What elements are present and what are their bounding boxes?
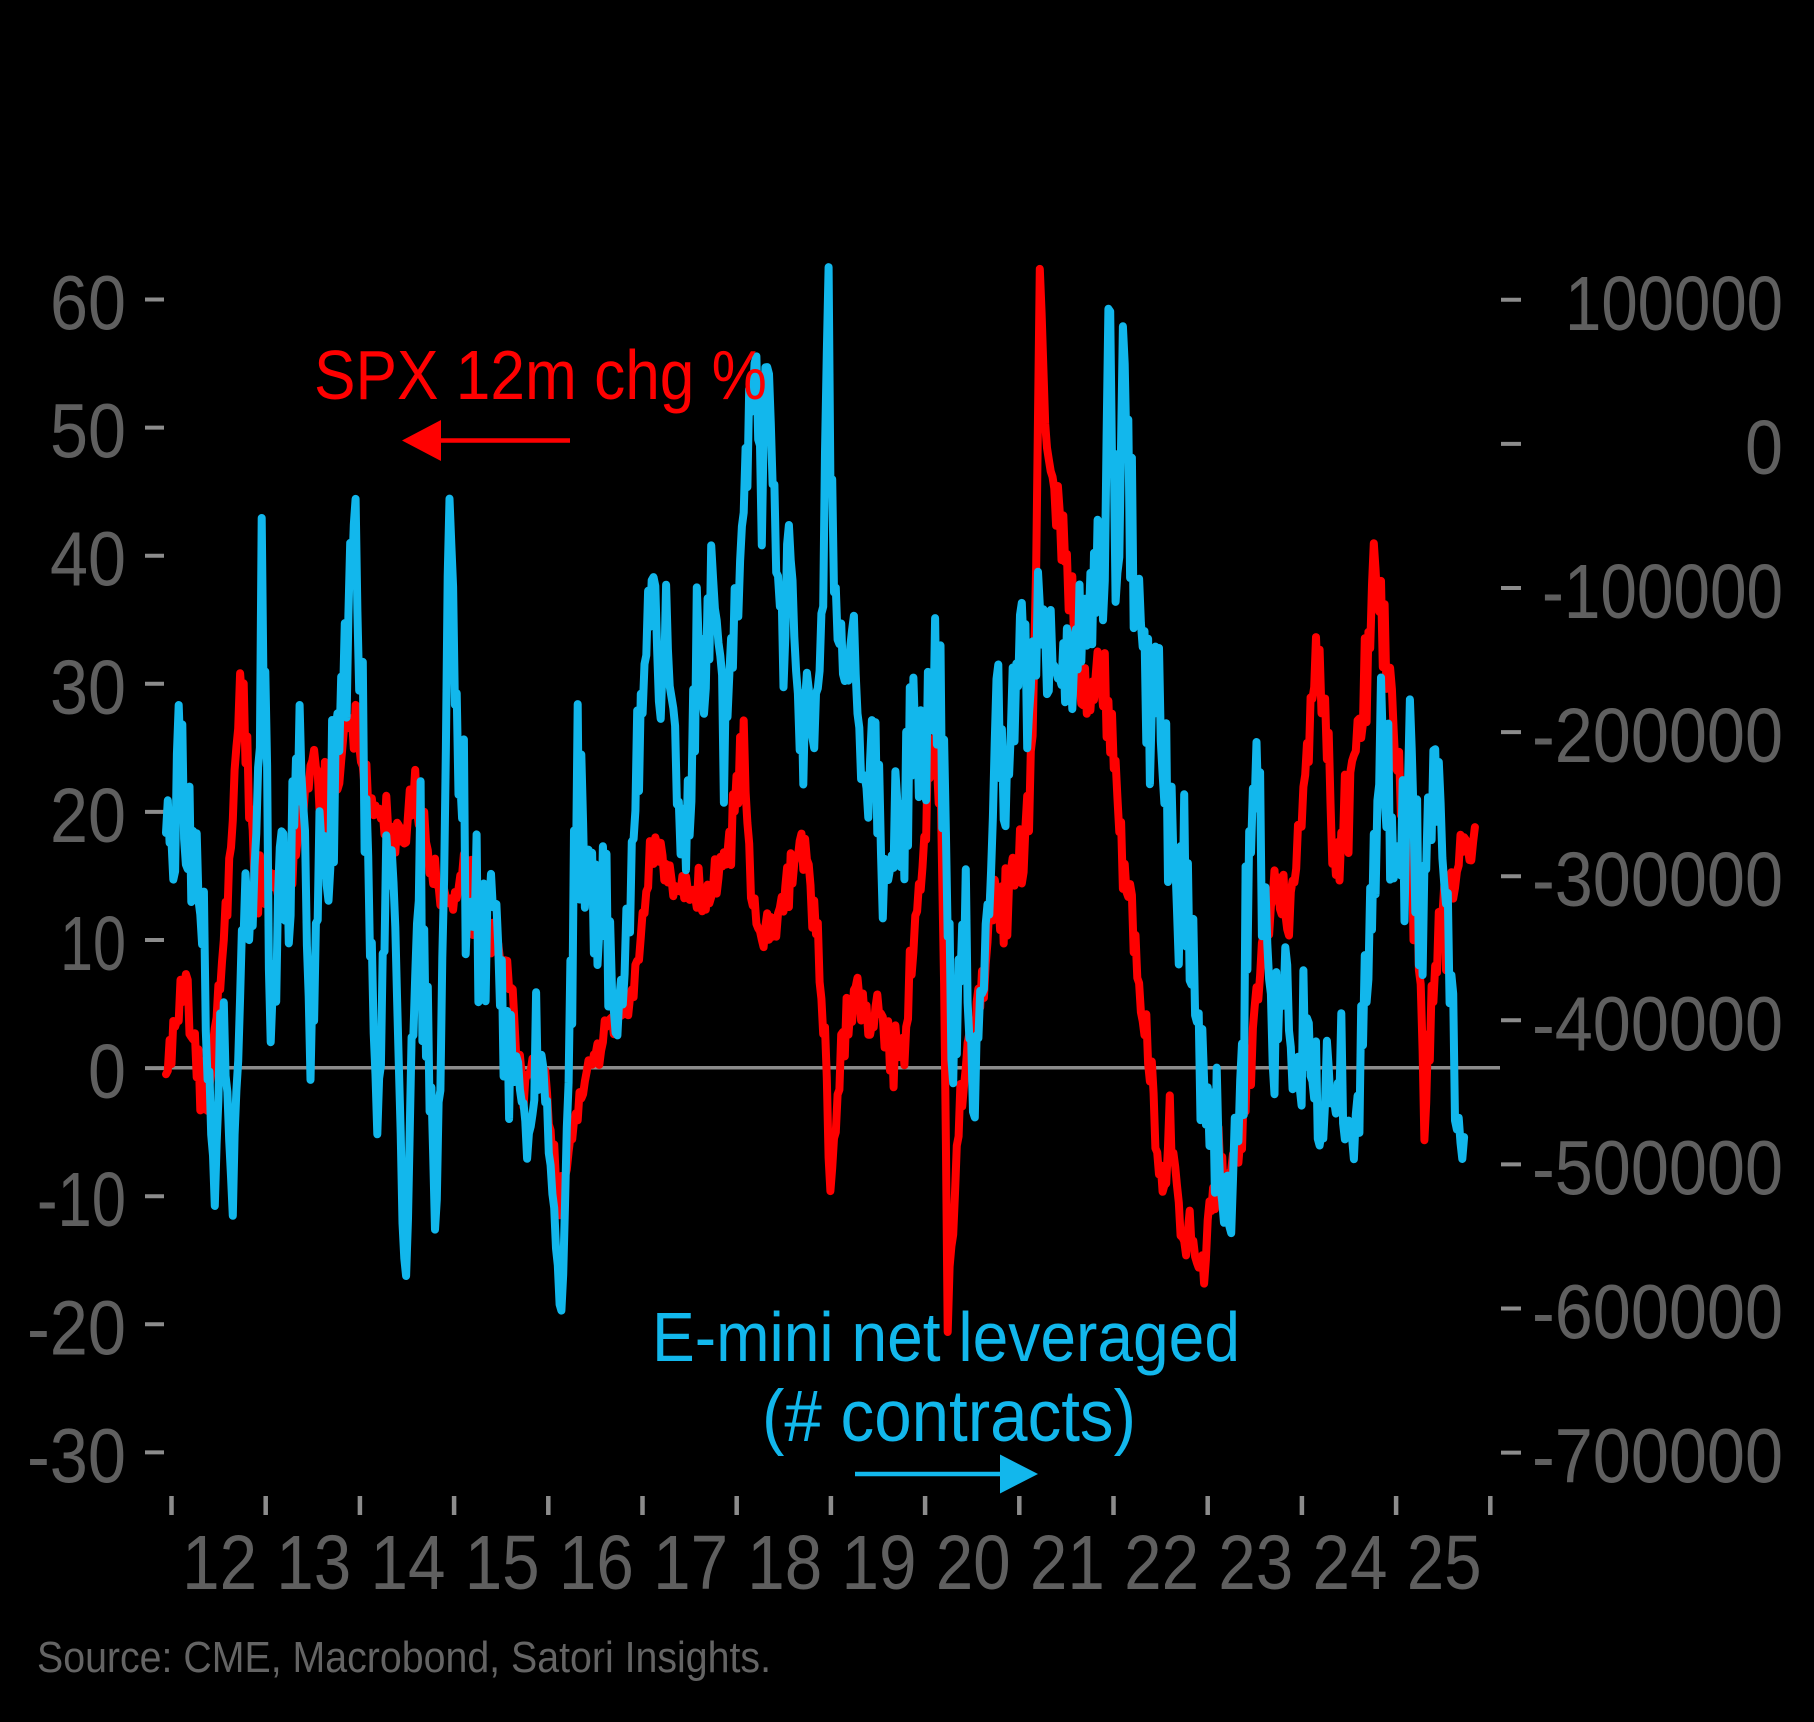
svg-text:50: 50 bbox=[50, 389, 126, 475]
svg-text:20: 20 bbox=[936, 1520, 1011, 1606]
svg-text:E-mini net leveraged: E-mini net leveraged bbox=[652, 1298, 1240, 1376]
svg-text:SPX 12m chg %: SPX 12m chg % bbox=[314, 336, 767, 414]
svg-text:-100000: -100000 bbox=[1542, 549, 1783, 635]
svg-text:40: 40 bbox=[50, 517, 126, 603]
svg-text:21: 21 bbox=[1030, 1520, 1105, 1606]
svg-text:25: 25 bbox=[1407, 1520, 1482, 1606]
svg-text:-400000: -400000 bbox=[1532, 981, 1783, 1067]
svg-text:24: 24 bbox=[1313, 1520, 1388, 1606]
svg-text:0: 0 bbox=[88, 1029, 126, 1115]
svg-text:60: 60 bbox=[50, 261, 126, 347]
svg-text:-600000: -600000 bbox=[1532, 1270, 1783, 1356]
svg-text:17: 17 bbox=[653, 1520, 728, 1606]
svg-text:-10: -10 bbox=[37, 1157, 126, 1243]
svg-text:14: 14 bbox=[371, 1520, 446, 1606]
svg-text:13: 13 bbox=[276, 1520, 351, 1606]
svg-text:23: 23 bbox=[1218, 1520, 1293, 1606]
svg-text:16: 16 bbox=[559, 1520, 634, 1606]
svg-text:15: 15 bbox=[465, 1520, 540, 1606]
svg-text:(# contracts): (# contracts) bbox=[762, 1376, 1136, 1457]
svg-text:-500000: -500000 bbox=[1532, 1125, 1783, 1211]
svg-text:12: 12 bbox=[182, 1520, 257, 1606]
svg-text:10: 10 bbox=[60, 901, 126, 987]
svg-text:18: 18 bbox=[747, 1520, 822, 1606]
svg-text:-200000: -200000 bbox=[1532, 693, 1783, 779]
svg-text:22: 22 bbox=[1124, 1520, 1199, 1606]
svg-text:-700000: -700000 bbox=[1532, 1414, 1783, 1500]
svg-text:19: 19 bbox=[842, 1520, 917, 1606]
svg-text:-20: -20 bbox=[27, 1285, 126, 1371]
svg-text:100000: 100000 bbox=[1565, 261, 1783, 347]
svg-text:-300000: -300000 bbox=[1532, 837, 1783, 923]
svg-text:-30: -30 bbox=[27, 1413, 126, 1499]
svg-text:30: 30 bbox=[50, 645, 126, 731]
svg-text:0: 0 bbox=[1745, 405, 1783, 491]
svg-text:Source: CME, Macrobond, Satori: Source: CME, Macrobond, Satori Insights. bbox=[37, 1633, 771, 1682]
svg-text:20: 20 bbox=[50, 773, 126, 859]
